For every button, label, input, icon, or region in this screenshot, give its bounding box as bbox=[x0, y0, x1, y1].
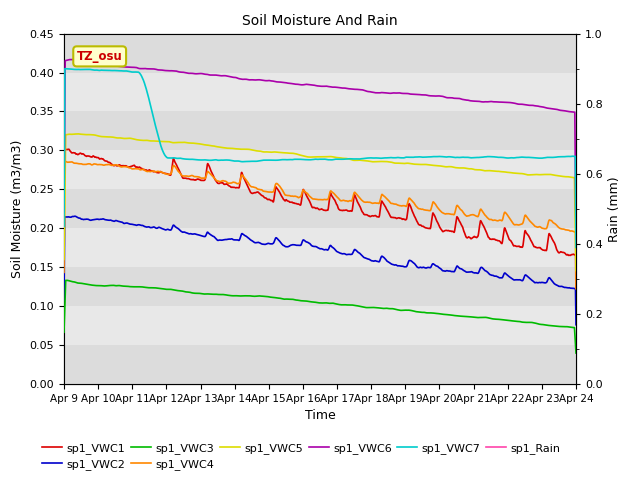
Line: sp1_VWC6: sp1_VWC6 bbox=[64, 59, 576, 239]
sp1_VWC4 bbox=[563, 227, 570, 233]
sp1_VWC1 bbox=[563, 252, 570, 257]
sp1_VWC4 bbox=[279, 188, 287, 193]
sp1_VWC7 bbox=[118, 68, 126, 74]
sp1_VWC5 bbox=[118, 135, 126, 141]
sp1_VWC2 bbox=[118, 219, 126, 225]
sp1_VWC3 bbox=[149, 285, 157, 291]
sp1_VWC3 bbox=[60, 329, 68, 335]
sp1_VWC1 bbox=[65, 146, 72, 152]
sp1_VWC2 bbox=[572, 322, 580, 328]
sp1_VWC1 bbox=[257, 192, 264, 197]
sp1_VWC4 bbox=[61, 158, 68, 164]
sp1_Rain bbox=[149, 381, 157, 386]
sp1_VWC3 bbox=[62, 277, 70, 283]
sp1_VWC4 bbox=[507, 217, 515, 223]
sp1_VWC6 bbox=[74, 56, 82, 62]
sp1_Rain bbox=[572, 381, 580, 386]
sp1_Rain bbox=[507, 381, 515, 386]
Bar bbox=[64, 267, 576, 306]
sp1_VWC4 bbox=[118, 164, 126, 169]
Bar bbox=[64, 34, 576, 72]
sp1_Rain bbox=[562, 381, 570, 386]
sp1_VWC7 bbox=[149, 112, 157, 118]
sp1_VWC2 bbox=[279, 242, 287, 248]
sp1_VWC7 bbox=[257, 158, 264, 164]
Line: sp1_VWC2: sp1_VWC2 bbox=[64, 216, 576, 325]
sp1_VWC7 bbox=[60, 224, 68, 229]
Bar bbox=[64, 306, 576, 345]
Bar bbox=[64, 228, 576, 267]
X-axis label: Time: Time bbox=[305, 409, 335, 422]
sp1_Rain bbox=[278, 381, 286, 386]
sp1_VWC3 bbox=[563, 324, 570, 330]
sp1_VWC2 bbox=[507, 275, 515, 281]
Line: sp1_VWC1: sp1_VWC1 bbox=[64, 149, 576, 306]
sp1_VWC1 bbox=[507, 238, 515, 244]
sp1_VWC3 bbox=[507, 318, 515, 324]
sp1_VWC6 bbox=[149, 66, 157, 72]
sp1_VWC6 bbox=[60, 209, 68, 215]
Text: TZ_osu: TZ_osu bbox=[77, 50, 122, 63]
sp1_VWC6 bbox=[572, 236, 580, 242]
sp1_VWC2 bbox=[60, 298, 68, 303]
sp1_VWC5 bbox=[563, 174, 570, 180]
sp1_VWC2 bbox=[71, 213, 79, 219]
sp1_VWC7 bbox=[563, 154, 570, 159]
Legend: sp1_VWC1, sp1_VWC2, sp1_VWC3, sp1_VWC4, sp1_VWC5, sp1_VWC6, sp1_VWC7, sp1_Rain: sp1_VWC1, sp1_VWC2, sp1_VWC3, sp1_VWC4, … bbox=[38, 438, 565, 474]
Line: sp1_VWC7: sp1_VWC7 bbox=[64, 69, 576, 248]
Title: Soil Moisture And Rain: Soil Moisture And Rain bbox=[242, 14, 398, 28]
Line: sp1_VWC5: sp1_VWC5 bbox=[64, 134, 576, 271]
sp1_VWC3 bbox=[257, 293, 264, 299]
sp1_VWC5 bbox=[257, 148, 264, 154]
sp1_VWC5 bbox=[60, 256, 68, 262]
sp1_VWC3 bbox=[572, 350, 580, 356]
sp1_VWC6 bbox=[507, 100, 515, 106]
sp1_VWC5 bbox=[572, 268, 580, 274]
sp1_VWC5 bbox=[74, 131, 82, 137]
sp1_VWC2 bbox=[149, 224, 157, 230]
sp1_Rain bbox=[118, 381, 126, 386]
sp1_VWC4 bbox=[149, 168, 157, 174]
sp1_VWC1 bbox=[572, 303, 580, 309]
sp1_VWC6 bbox=[118, 64, 126, 70]
Y-axis label: Rain (mm): Rain (mm) bbox=[609, 176, 621, 241]
Bar bbox=[64, 345, 576, 384]
Bar bbox=[64, 150, 576, 189]
Bar bbox=[64, 72, 576, 111]
sp1_VWC1 bbox=[279, 195, 287, 201]
sp1_Rain bbox=[60, 381, 68, 386]
sp1_VWC7 bbox=[507, 155, 515, 161]
Line: sp1_VWC4: sp1_VWC4 bbox=[64, 161, 576, 289]
sp1_VWC3 bbox=[279, 296, 287, 302]
sp1_VWC7 bbox=[279, 157, 287, 163]
sp1_Rain bbox=[257, 381, 264, 386]
sp1_VWC7 bbox=[61, 66, 68, 72]
sp1_VWC2 bbox=[563, 285, 570, 290]
sp1_VWC5 bbox=[279, 150, 287, 156]
sp1_VWC5 bbox=[507, 170, 515, 176]
Bar bbox=[64, 189, 576, 228]
sp1_VWC1 bbox=[149, 168, 157, 174]
sp1_VWC1 bbox=[118, 163, 126, 168]
sp1_VWC1 bbox=[60, 241, 68, 247]
Y-axis label: Soil Moisture (m3/m3): Soil Moisture (m3/m3) bbox=[11, 140, 24, 278]
Line: sp1_VWC3: sp1_VWC3 bbox=[64, 280, 576, 353]
sp1_VWC4 bbox=[60, 269, 68, 275]
sp1_VWC2 bbox=[257, 240, 264, 246]
sp1_VWC6 bbox=[563, 108, 570, 114]
Bar bbox=[64, 111, 576, 150]
sp1_VWC7 bbox=[572, 245, 580, 251]
sp1_VWC6 bbox=[279, 79, 287, 85]
sp1_VWC5 bbox=[149, 138, 157, 144]
sp1_VWC6 bbox=[257, 77, 264, 83]
sp1_VWC4 bbox=[572, 286, 580, 292]
sp1_VWC3 bbox=[118, 283, 126, 289]
sp1_VWC4 bbox=[257, 187, 264, 192]
